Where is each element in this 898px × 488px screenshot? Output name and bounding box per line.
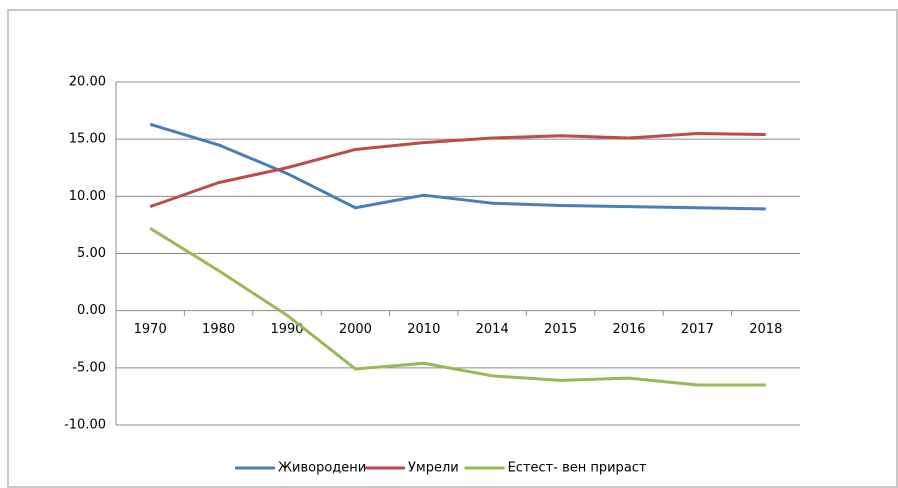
x-tick-label: 2018: [749, 322, 782, 337]
x-tick-label: 2014: [476, 322, 509, 337]
y-tick-label: 15.00: [69, 132, 106, 147]
line-series: [149, 131, 766, 209]
x-tick-label: 2016: [612, 322, 645, 337]
y-tick-label: 10.00: [69, 189, 106, 204]
x-tick-label: 2010: [407, 322, 440, 337]
legend-label: Естест- вен прираст: [508, 461, 647, 476]
legend-label: Умрели: [408, 461, 459, 476]
y-tick-label: 5.00: [77, 246, 106, 261]
line-series: [149, 227, 766, 387]
x-tick-label: 2015: [544, 322, 577, 337]
x-tick-label: 1970: [134, 322, 167, 337]
y-tick-label: -10.00: [64, 418, 106, 433]
y-tick-label: 20.00: [69, 75, 106, 90]
chart-frame: [7, 9, 898, 488]
y-tick-label: -5.00: [72, 360, 106, 375]
x-tick-label: 2000: [339, 322, 372, 337]
x-tick-label: 2017: [681, 322, 714, 337]
line-series: [149, 122, 766, 211]
x-tick-label: 1980: [202, 322, 235, 337]
x-tick-label: 1990: [270, 322, 303, 337]
y-tick-label: 0.00: [77, 303, 106, 318]
legend-label: Живородени: [278, 461, 366, 476]
